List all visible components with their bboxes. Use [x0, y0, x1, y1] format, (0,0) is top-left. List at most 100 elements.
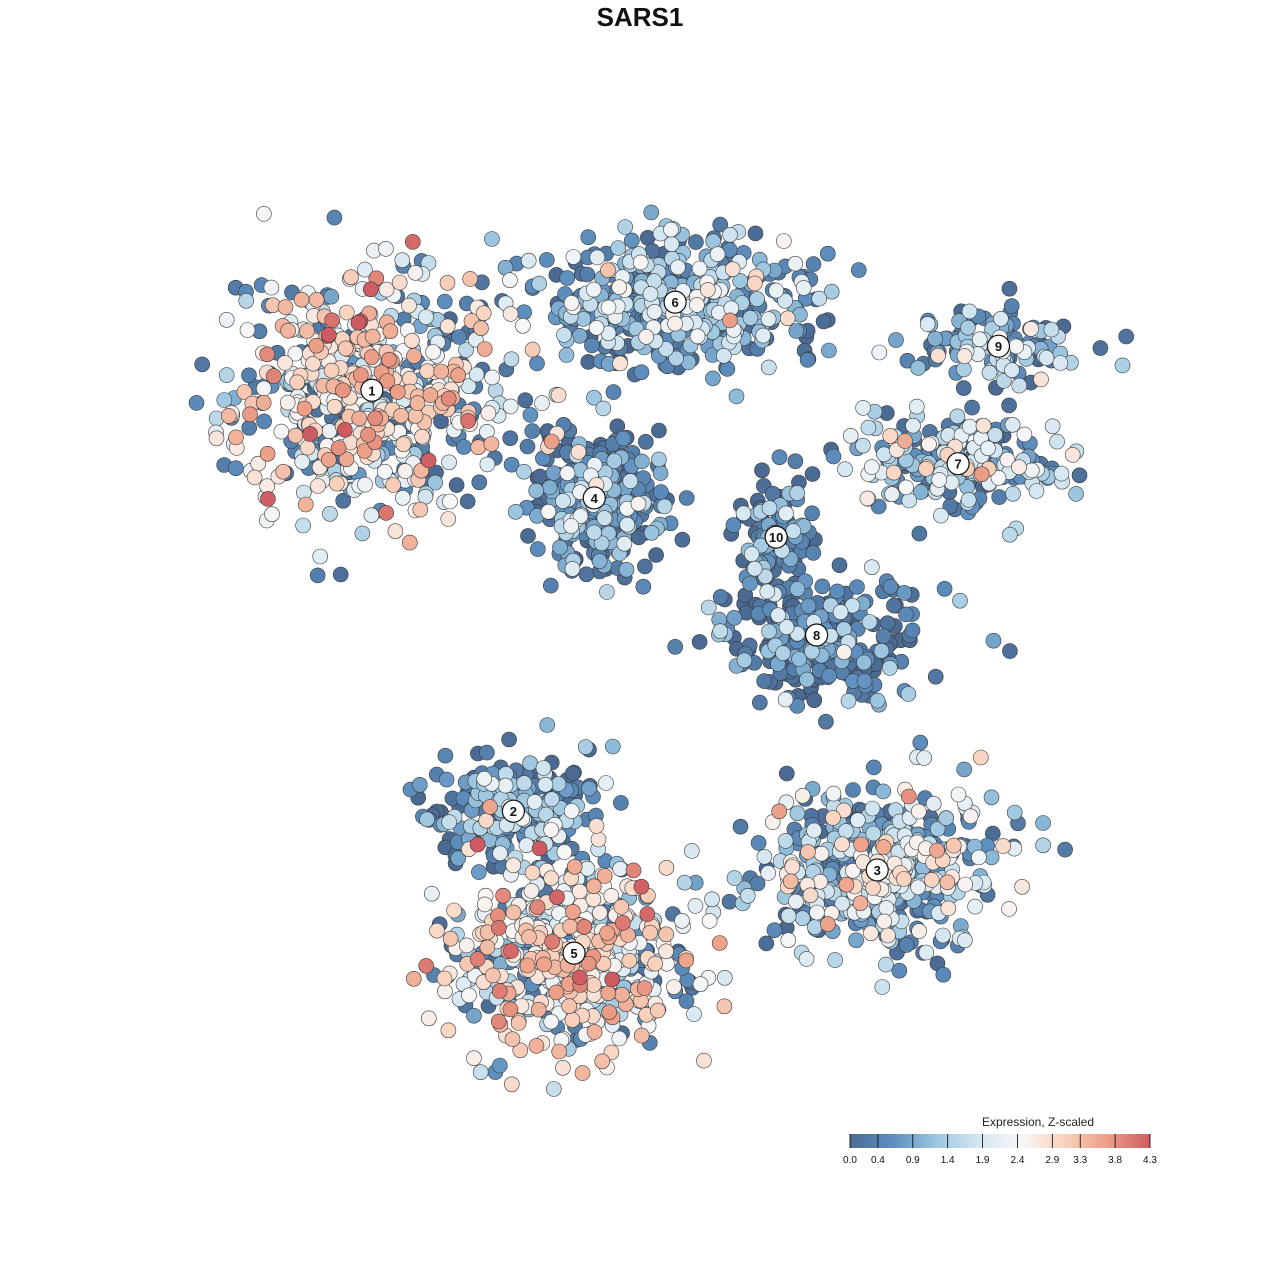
cell-point: [364, 328, 381, 345]
cell-point: [299, 323, 315, 339]
cell-point: [850, 262, 867, 278]
cell-point: [701, 913, 718, 929]
cell-point: [1002, 643, 1018, 659]
cell-point: [571, 883, 588, 900]
cell-point: [802, 887, 819, 904]
cell-point: [545, 465, 562, 481]
cell-point: [749, 291, 765, 307]
cell-point: [633, 364, 650, 381]
cell-point: [555, 1060, 571, 1076]
cell-point: [503, 943, 519, 959]
cell-point: [295, 517, 311, 534]
cell-point: [961, 418, 978, 435]
cell-point: [228, 460, 244, 477]
cell-point: [529, 355, 545, 372]
cell-point: [378, 241, 394, 257]
cell-point: [838, 823, 854, 839]
cell-point: [401, 297, 417, 314]
cell-point: [985, 632, 1002, 649]
cell-point: [538, 252, 555, 268]
cell-point: [515, 317, 531, 334]
cell-point: [1006, 804, 1023, 821]
cell-point: [491, 983, 508, 999]
cell-point: [479, 456, 496, 473]
cell-point: [666, 979, 682, 995]
cell-point: [770, 607, 787, 624]
cell-point: [596, 868, 613, 884]
cell-point: [637, 558, 653, 575]
cell-point: [543, 433, 560, 450]
cell-point: [897, 433, 913, 449]
cell-point: [442, 493, 458, 510]
cell-point: [576, 918, 593, 935]
cell-point: [522, 407, 539, 423]
cell-point: [389, 384, 406, 400]
cell-point: [674, 531, 691, 548]
cell-point: [806, 692, 823, 709]
cell-point: [884, 486, 900, 503]
cell-point: [535, 760, 552, 776]
cell-point: [957, 932, 973, 949]
cell-point: [1001, 397, 1017, 414]
cell-point: [407, 264, 424, 281]
cell-point: [670, 259, 686, 276]
cell-point: [521, 929, 537, 945]
cell-point: [585, 891, 602, 908]
cell-point: [442, 930, 459, 947]
cell-point: [594, 1053, 611, 1070]
cell-point: [524, 423, 541, 439]
colorbar-tick-label: 0.0: [843, 1155, 857, 1166]
cell-point: [716, 969, 733, 986]
cell-point: [879, 615, 896, 632]
cell-point: [1071, 467, 1088, 484]
cell-point: [335, 492, 352, 509]
cell-point: [471, 864, 487, 880]
cell-point: [658, 926, 675, 943]
cell-point: [875, 628, 892, 645]
cell-point: [935, 966, 952, 983]
cell-point: [581, 780, 597, 797]
cell-point: [470, 439, 487, 456]
cell-point: [863, 459, 880, 475]
cluster-label: 3: [874, 863, 881, 878]
colorbar-tick-label: 4.3: [1143, 1155, 1157, 1166]
cell-point: [1004, 362, 1020, 379]
cell-point: [916, 750, 933, 766]
cell-point: [912, 734, 929, 751]
cell-point: [308, 291, 325, 308]
cell-point: [651, 422, 667, 439]
cell-point: [326, 209, 343, 226]
cell-point: [516, 304, 532, 321]
cell-point: [818, 713, 834, 730]
cell-point: [900, 788, 917, 805]
cell-point: [919, 316, 936, 332]
cell-point: [1001, 901, 1017, 917]
cell-point: [564, 765, 581, 782]
cell-point: [837, 461, 853, 478]
cell-point: [1114, 357, 1131, 374]
colorbar-tick-label: 1.9: [976, 1155, 990, 1166]
cell-point: [522, 755, 538, 772]
cell-point: [865, 825, 882, 842]
cell-point: [874, 979, 891, 995]
cell-point: [321, 423, 338, 439]
colorbar-tick-label: 0.9: [906, 1155, 920, 1166]
cell-point: [332, 566, 349, 583]
cell-point: [929, 842, 945, 859]
cell-point: [264, 506, 280, 523]
cell-point: [927, 668, 944, 685]
cluster-label: 8: [813, 628, 820, 643]
cell-point: [218, 367, 235, 383]
cell-point: [343, 269, 359, 286]
cell-point: [584, 337, 600, 354]
cell-point: [996, 373, 1012, 389]
cell-point: [649, 1002, 666, 1019]
cell-point: [297, 496, 314, 513]
cell-point: [502, 1001, 519, 1018]
cell-point: [782, 873, 799, 890]
cell-point: [875, 839, 892, 855]
cell-point: [280, 322, 296, 339]
cell-point: [502, 306, 519, 322]
cell-point: [1014, 878, 1030, 895]
